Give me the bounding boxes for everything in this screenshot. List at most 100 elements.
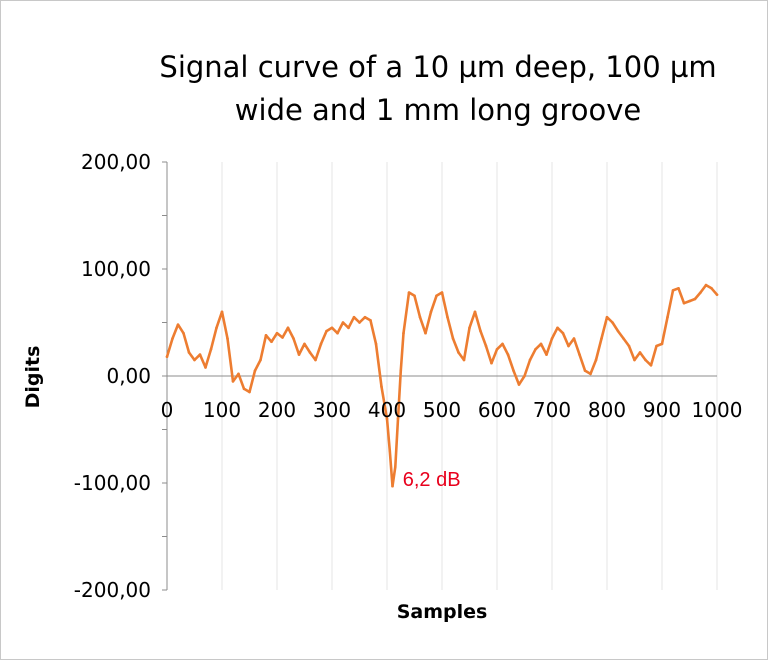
data-point xyxy=(693,297,697,301)
data-point xyxy=(605,315,609,319)
data-point xyxy=(688,299,691,303)
data-point xyxy=(303,342,306,346)
y-tick-marks xyxy=(162,161,167,591)
data-point xyxy=(572,337,576,340)
data-point xyxy=(627,344,631,348)
data-point xyxy=(567,344,570,348)
data-point xyxy=(418,315,422,319)
data-point xyxy=(644,358,647,362)
data-point xyxy=(594,358,598,362)
data-point xyxy=(501,342,504,346)
data-point xyxy=(556,326,559,330)
data-point xyxy=(171,337,174,340)
data-point xyxy=(633,358,636,362)
data-point xyxy=(429,310,433,314)
data-point xyxy=(341,321,345,324)
data-point xyxy=(457,351,460,354)
data-point xyxy=(561,331,565,335)
data-point xyxy=(699,291,702,294)
data-point xyxy=(231,380,235,383)
y-tick-label: -100,00 xyxy=(74,471,151,495)
data-point xyxy=(506,353,510,356)
data-point xyxy=(682,301,686,305)
x-tick-label: 600 xyxy=(478,398,516,422)
data-point xyxy=(182,331,185,335)
data-point xyxy=(550,337,554,340)
data-point xyxy=(583,369,587,372)
data-point xyxy=(380,385,383,389)
data-point xyxy=(413,294,416,298)
data-point xyxy=(399,369,403,372)
data-point xyxy=(528,358,532,362)
series-layer xyxy=(165,283,719,488)
data-point xyxy=(704,283,708,287)
x-tick-labels: 0 100 200 300 400 500 600 700 800 900 1000 xyxy=(161,398,743,422)
data-point xyxy=(523,374,526,378)
data-point xyxy=(165,355,169,359)
data-point xyxy=(352,315,356,319)
data-point xyxy=(215,326,218,330)
y-tick-label: 100,00 xyxy=(81,257,151,281)
data-point xyxy=(600,337,603,340)
data-point xyxy=(193,358,196,362)
data-point xyxy=(589,372,592,376)
data-point xyxy=(336,331,339,335)
data-point xyxy=(253,369,257,372)
data-point xyxy=(517,383,521,386)
data-point xyxy=(391,484,394,488)
data-point xyxy=(388,449,392,453)
data-point xyxy=(396,417,400,421)
data-point xyxy=(259,358,262,362)
data-point xyxy=(479,329,482,333)
x-tick-label: 400 xyxy=(368,398,406,422)
data-point xyxy=(468,326,471,330)
data-point xyxy=(209,347,213,351)
data-point xyxy=(237,372,240,376)
data-point xyxy=(666,315,669,319)
data-point xyxy=(660,342,664,346)
x-tick-label: 700 xyxy=(533,398,571,422)
annotation-label: 6,2 dB xyxy=(403,469,461,491)
x-tick-label: 900 xyxy=(643,398,681,422)
y-axis-title: Digits xyxy=(22,346,44,409)
annotations: 6,2 dB xyxy=(403,469,461,491)
data-point xyxy=(385,417,389,421)
chart-title-line-2: wide and 1 mm long groove xyxy=(235,93,641,127)
data-point xyxy=(473,310,477,314)
data-point xyxy=(710,286,713,290)
data-point xyxy=(424,331,427,335)
x-tick-label: 300 xyxy=(313,398,351,422)
data-point xyxy=(325,329,328,333)
data-point xyxy=(275,331,279,335)
y-tick-label: 0,00 xyxy=(106,364,151,388)
data-point xyxy=(176,323,180,326)
data-point xyxy=(451,337,455,340)
data-point xyxy=(677,286,680,290)
data-point xyxy=(374,342,378,346)
data-point xyxy=(314,358,317,362)
x-tick-label: 100 xyxy=(203,398,241,422)
data-point xyxy=(363,315,367,319)
data-point xyxy=(440,291,444,294)
data-point xyxy=(393,465,397,469)
data-point xyxy=(490,361,493,365)
x-tick-label: 1000 xyxy=(692,398,743,422)
data-point xyxy=(462,358,466,362)
series-line xyxy=(165,283,719,488)
data-point xyxy=(204,366,207,369)
x-axis-title: Samples xyxy=(397,601,488,623)
data-point xyxy=(264,334,268,337)
chart-title-line-1: Signal curve of a 10 µm deep, 100 µm xyxy=(159,50,716,84)
data-point xyxy=(369,319,372,322)
data-point xyxy=(187,351,191,354)
data-point xyxy=(407,291,411,294)
data-point xyxy=(512,369,515,372)
data-point xyxy=(715,293,719,296)
data-point xyxy=(358,321,361,324)
y-tick-label: 200,00 xyxy=(81,150,151,174)
data-point xyxy=(297,353,301,356)
data-point xyxy=(402,331,405,335)
data-point xyxy=(270,340,273,344)
